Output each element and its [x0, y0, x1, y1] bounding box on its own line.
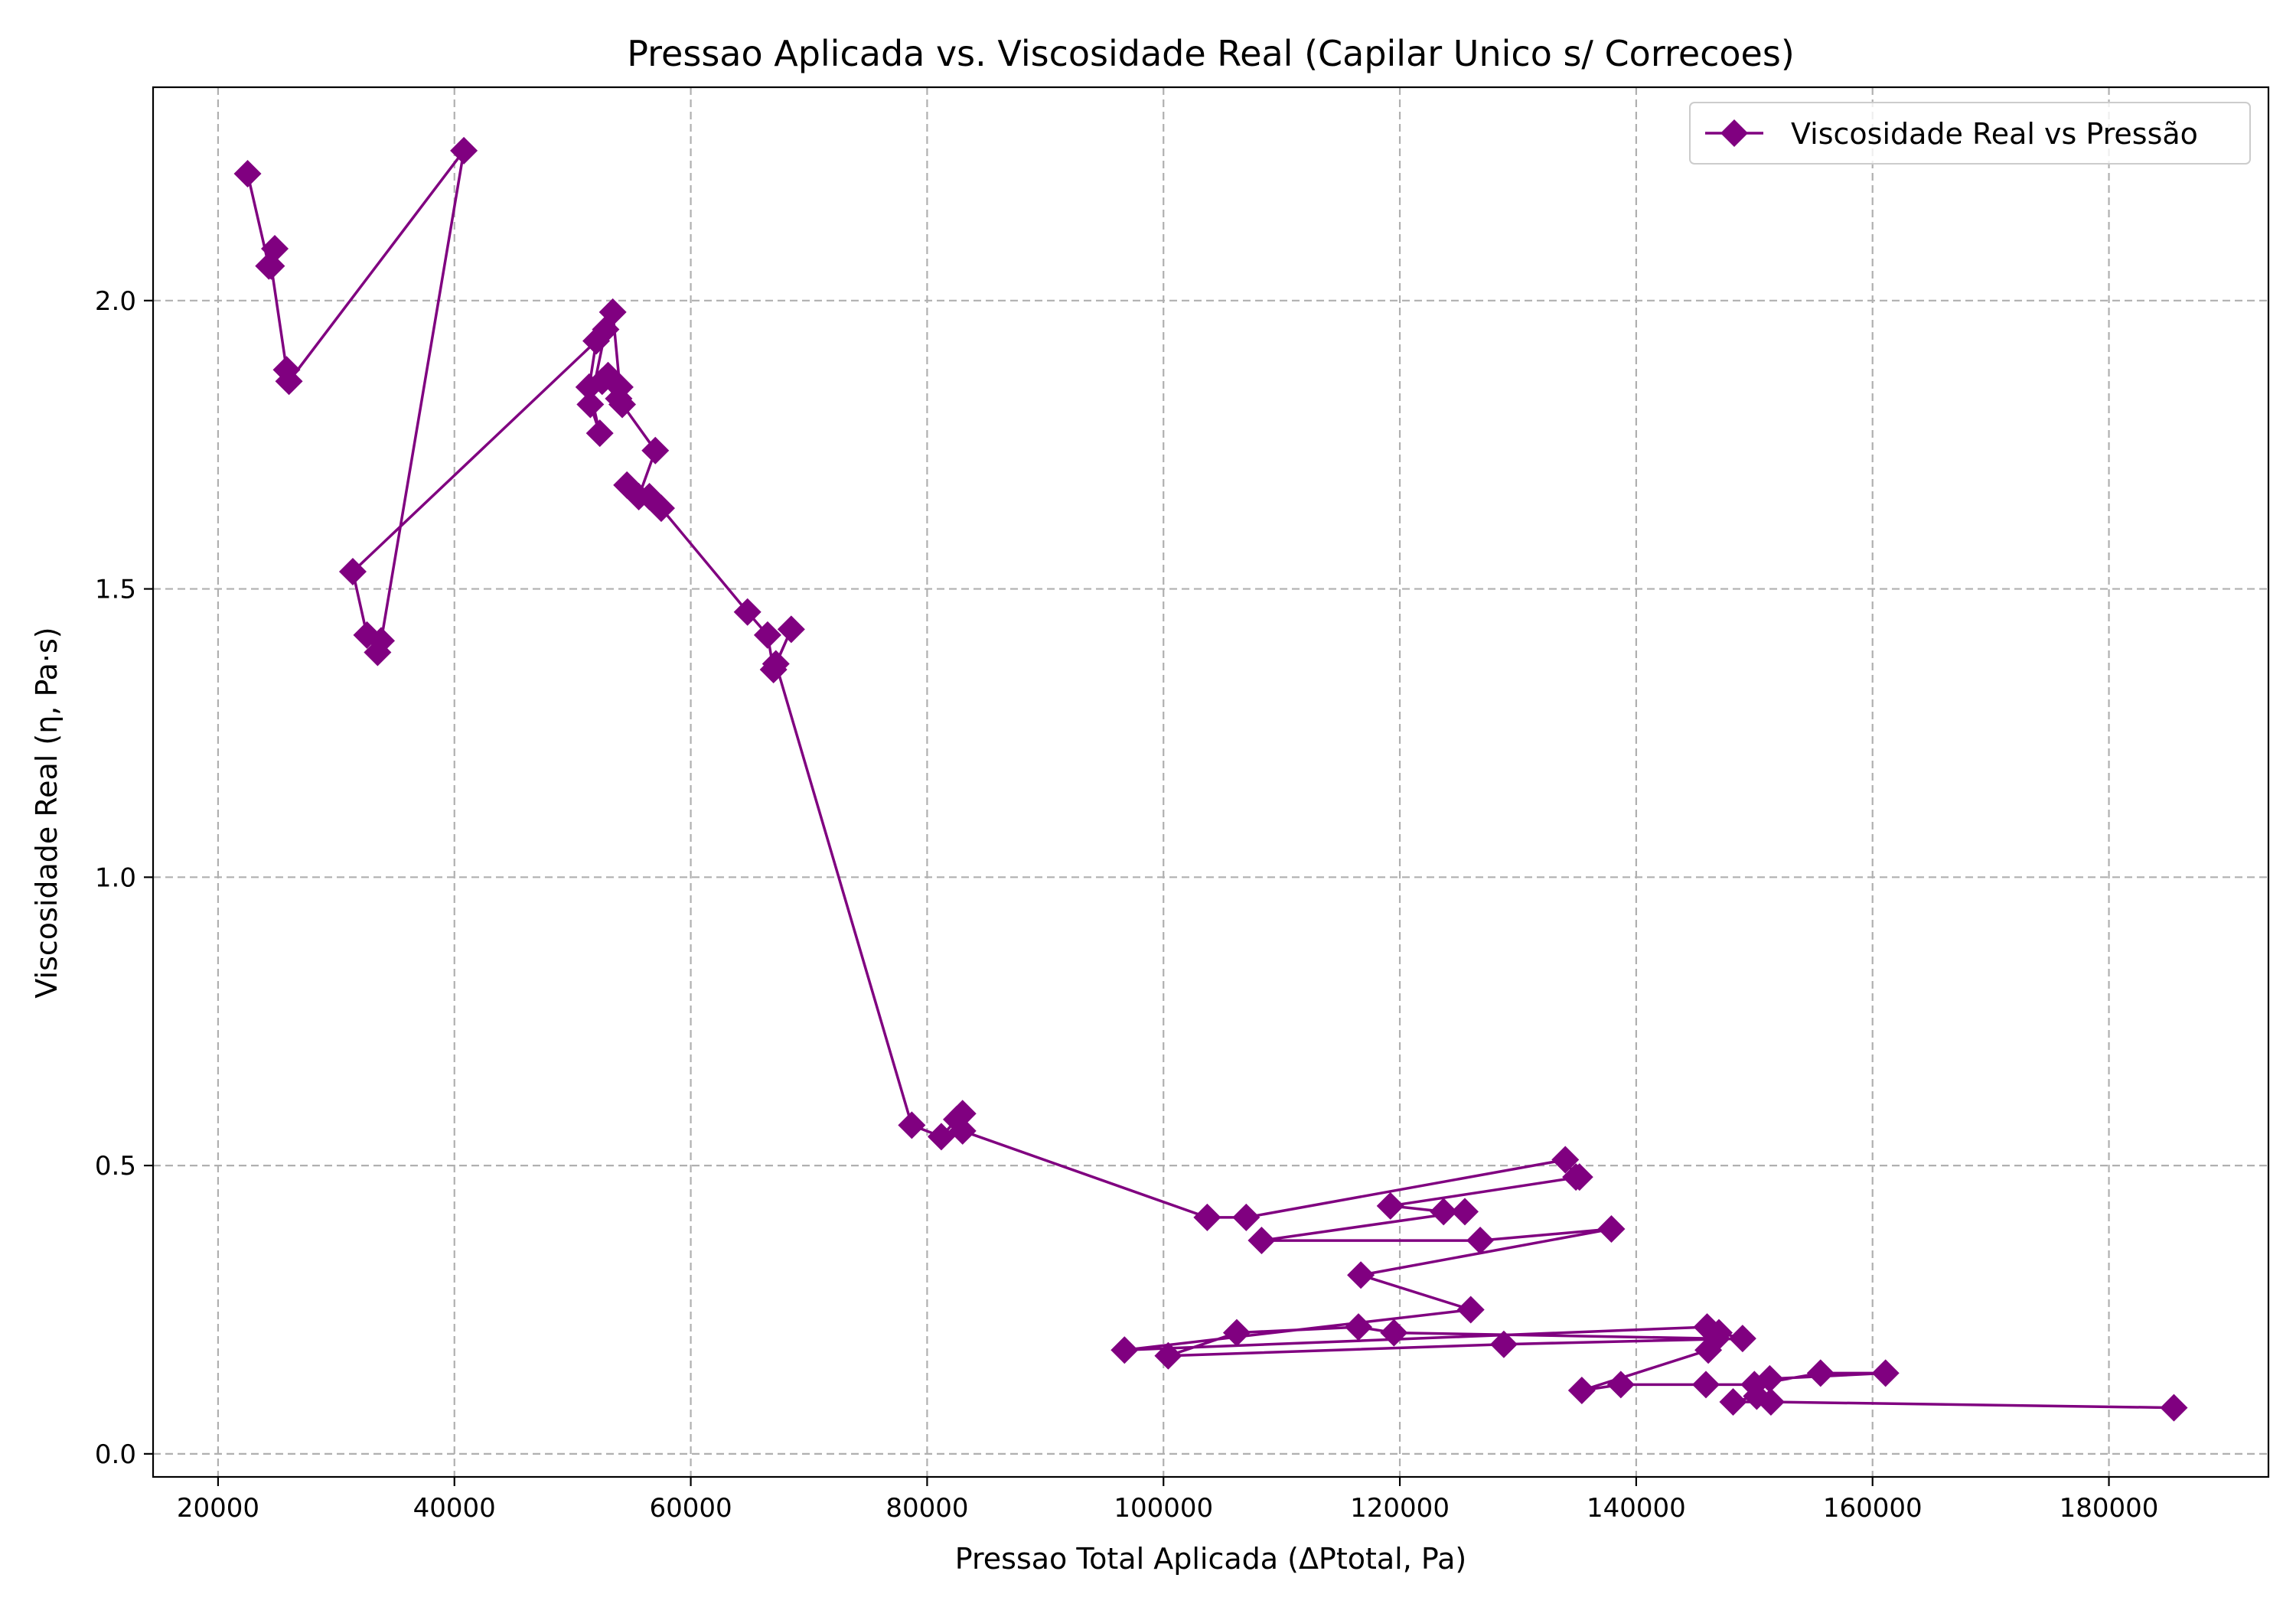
data-point-marker — [1154, 1341, 1182, 1370]
x-axis-label: Pressao Total Aplicada (ΔPtotal, Pa) — [955, 1542, 1466, 1576]
x-tick-label: 140000 — [1587, 1493, 1686, 1524]
data-point-marker — [608, 390, 637, 419]
data-point-marker — [338, 557, 367, 585]
data-point-marker — [1597, 1214, 1626, 1243]
data-point-marker — [1232, 1203, 1261, 1231]
data-point-marker — [1110, 1336, 1139, 1364]
x-tick-label: 20000 — [177, 1493, 259, 1524]
grid-lines — [153, 87, 2268, 1477]
data-point-marker — [1466, 1227, 1495, 1255]
data-point-marker — [1380, 1319, 1408, 1347]
data-point-marker — [927, 1123, 955, 1151]
data-point-marker — [450, 136, 478, 165]
x-tick-label: 180000 — [2060, 1493, 2159, 1524]
data-point-marker — [1694, 1336, 1723, 1364]
x-tick-label: 100000 — [1114, 1493, 1213, 1524]
data-point-marker — [613, 471, 641, 499]
legend-entry-label: Viscosidade Real vs Pressão — [1791, 117, 2198, 151]
y-tick-label: 1.5 — [95, 575, 136, 605]
data-point-marker — [364, 638, 392, 667]
data-point-marker — [1376, 1191, 1404, 1220]
y-axis-label: Viscosidade Real (η, Pa·s) — [30, 627, 64, 998]
x-tick-label: 60000 — [649, 1493, 732, 1524]
x-tick-label: 40000 — [413, 1493, 496, 1524]
data-point-marker — [594, 361, 622, 390]
data-point-marker — [353, 621, 381, 649]
data-point-marker — [1606, 1371, 1635, 1399]
data-point-marker — [1565, 1163, 1593, 1191]
data-point-marker — [753, 621, 781, 649]
data-point-marker — [576, 390, 605, 419]
data-point-marker — [598, 298, 627, 326]
data-point-marker — [1691, 1371, 1720, 1399]
x-tick-label: 80000 — [885, 1493, 968, 1524]
data-series — [233, 136, 2188, 1422]
data-point-marker — [898, 1111, 926, 1139]
data-point-marker — [777, 615, 805, 644]
data-point-marker — [1567, 1376, 1596, 1404]
data-point-marker — [1728, 1325, 1756, 1353]
data-point-marker — [641, 436, 670, 464]
legend-diamond-marker — [1720, 119, 1748, 147]
x-tick-label: 120000 — [1350, 1493, 1450, 1524]
legend: Viscosidade Real vs Pressão — [1689, 102, 2251, 165]
y-axis-ticks: 0.0 0.5 1.0 1.5 2.0 — [95, 286, 153, 1470]
chart-title: Pressao Aplicada vs. Viscosidade Real (C… — [627, 33, 1795, 74]
data-point-marker — [1489, 1330, 1518, 1358]
data-point-marker — [1345, 1313, 1373, 1341]
data-point-marker — [1456, 1296, 1485, 1324]
data-point-marker — [1756, 1364, 1784, 1393]
data-point-marker — [257, 252, 285, 280]
x-tick-label: 160000 — [1823, 1493, 1923, 1524]
y-tick-label: 0.0 — [95, 1439, 136, 1470]
data-point-marker — [1247, 1227, 1276, 1255]
data-point-marker — [948, 1116, 977, 1145]
data-point-marker — [585, 419, 614, 448]
data-point-marker — [1806, 1359, 1835, 1387]
data-point-marker — [1193, 1203, 1221, 1231]
y-tick-label: 1.0 — [95, 862, 136, 893]
data-point-marker — [1450, 1198, 1479, 1226]
data-point-marker — [1430, 1198, 1458, 1226]
data-point-marker — [1222, 1319, 1251, 1347]
data-point-marker — [1551, 1146, 1580, 1174]
data-point-marker — [1719, 1388, 1747, 1416]
data-point-marker — [1871, 1359, 1900, 1387]
data-point-marker — [647, 494, 675, 523]
y-tick-label: 0.5 — [95, 1151, 136, 1182]
data-point-marker — [948, 1100, 977, 1128]
data-point-marker — [1756, 1388, 1785, 1416]
data-point-marker — [233, 160, 262, 188]
legend-box — [1689, 102, 2251, 165]
data-point-marker — [733, 598, 762, 626]
data-point-marker — [275, 367, 303, 396]
x-axis-ticks: 20000 40000 60000 80000 100000 120000 140000 16… — [177, 1477, 2159, 1524]
data-point-marker — [2160, 1393, 2188, 1422]
plot-frame — [152, 86, 2270, 1478]
y-tick-label: 2.0 — [95, 286, 136, 317]
data-point-marker — [762, 650, 790, 678]
data-point-marker — [1347, 1261, 1375, 1289]
